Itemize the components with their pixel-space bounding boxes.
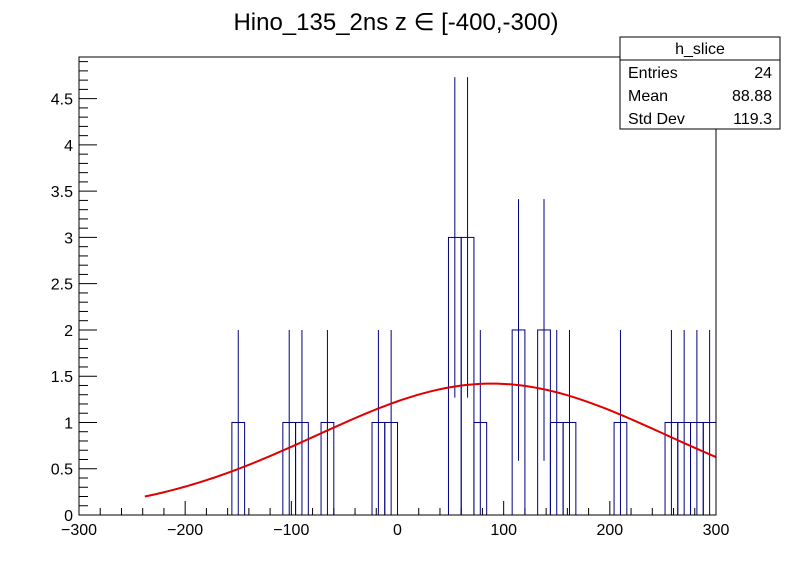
histogram-bins [231,236,717,516]
y-tick-labels: 0 0.5 1 1.5 2 2.5 3 3.5 4 4.5 [51,92,73,525]
x-tick-label: 200 [596,522,623,539]
stats-box-title: h_slice [675,41,725,58]
stats-mean-label: Mean [628,88,668,105]
stats-stddev-value: 119.3 [733,111,772,128]
stats-entries-value: 24 [754,65,772,82]
y-tick-label: 3 [64,230,73,247]
x-tick-label: 100 [490,522,517,539]
x-tick-label: 300 [703,522,730,539]
y-tick-label: 0 [64,508,73,525]
x-tick-label: −200 [167,522,203,539]
y-tick-label: 2 [64,323,73,340]
stats-entries-label: Entries [628,65,678,82]
x-tick-labels: −300 −200 −100 0 100 200 300 [61,522,729,539]
y-tick-label: 4.5 [51,92,73,109]
stats-box-frame [619,36,781,130]
y-tick-label: 0.5 [51,462,73,479]
chart-title: Hino_135_2ns z ∈ [-400,-300) [233,9,558,36]
x-tick-label: −300 [61,522,97,539]
plot-frame [78,56,717,516]
y-tick-label: 2.5 [51,277,73,294]
gaussian-fit-curve [144,382,717,498]
stats-mean-value: 88.88 [732,88,772,105]
stats-stddev-label: Std Dev [628,111,685,128]
y-tick-label: 1.5 [51,369,73,386]
stats-box: h_slice Entries 24 Mean 88.88 Std Dev 11… [619,36,781,130]
error-bars [237,77,711,515]
y-tick-label: 1 [64,415,73,432]
x-tick-label: 0 [393,522,402,539]
y-tick-label: 3.5 [51,184,73,201]
y-tick-label: 4 [64,138,73,155]
x-tick-label: −100 [273,522,309,539]
